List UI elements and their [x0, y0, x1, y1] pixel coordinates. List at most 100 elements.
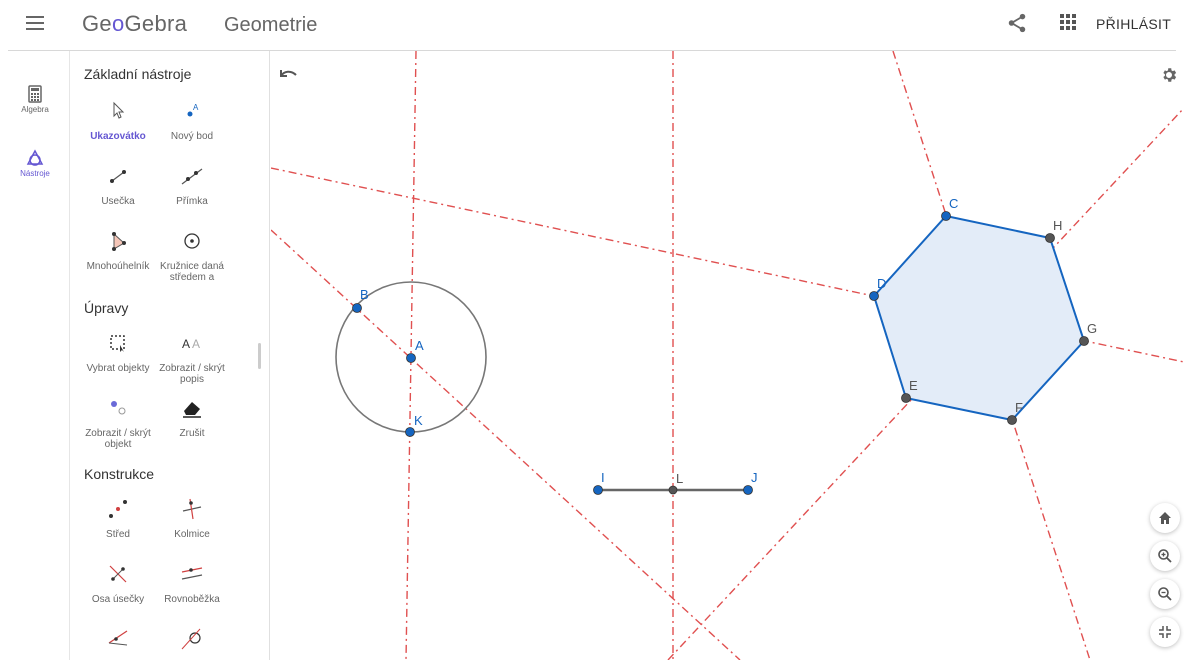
- new-point-icon: A: [187, 103, 199, 117]
- select-rect-icon: [110, 335, 125, 352]
- tool-perp-bisector[interactable]: Osa úsečky: [80, 562, 156, 605]
- tool-label: Střed: [106, 529, 130, 540]
- line-icon: [181, 168, 203, 185]
- home-button[interactable]: [1150, 503, 1180, 533]
- perp-bisector-icon: [109, 565, 127, 583]
- circle-center-icon: [184, 233, 200, 249]
- tool-label: Vybrat objekty: [86, 363, 150, 374]
- apps-grid-icon[interactable]: [1060, 14, 1076, 30]
- tools-scrollbar[interactable]: [258, 343, 261, 369]
- tools-icon: [26, 149, 44, 166]
- point-f[interactable]: [1007, 415, 1017, 425]
- tool-label: Usečka: [101, 196, 135, 207]
- tool-midpoint[interactable]: Střed: [80, 497, 156, 540]
- zoom-in-icon: [1158, 549, 1172, 563]
- tool-line[interactable]: Přímka: [154, 164, 230, 207]
- home-icon: [1159, 512, 1171, 524]
- label-a: A: [415, 338, 424, 353]
- label-g: G: [1087, 321, 1097, 336]
- tool-label: Rovnoběžka: [164, 594, 220, 605]
- share-icon[interactable]: [1006, 12, 1028, 34]
- tools-panel: Základní nástroje Ukazovátko A Nový bod …: [70, 51, 270, 660]
- tool-polygon[interactable]: Mnohoúhelník: [80, 229, 156, 272]
- point-i[interactable]: [593, 485, 603, 495]
- tool-label: Osa úsečky: [91, 594, 145, 605]
- point-a[interactable]: [406, 353, 416, 363]
- point-b[interactable]: [352, 303, 362, 313]
- graphics-view[interactable]: A B K I L J C D E F G H: [271, 51, 1184, 660]
- eraser-icon: [183, 402, 201, 418]
- label-e: E: [909, 378, 918, 393]
- zoom-out-button[interactable]: [1150, 579, 1180, 609]
- left-rail: Algebra Nástroje: [0, 51, 70, 660]
- svg-text:A: A: [193, 103, 199, 112]
- brand-logo: GeoGebra: [82, 11, 188, 36]
- line-through-b-a[interactable]: [271, 229, 741, 660]
- label-l: L: [676, 471, 683, 486]
- tool-label: Kružnice daná středem a: [160, 261, 224, 283]
- point-e[interactable]: [901, 393, 911, 403]
- tool-label: Nový bod: [170, 131, 214, 142]
- svg-text:A: A: [182, 337, 190, 351]
- tool-label: Zobrazit / skrýt objekt: [85, 428, 151, 450]
- parallel-icon: [181, 567, 203, 580]
- svg-text:A: A: [192, 337, 200, 351]
- tool-circle-center[interactable]: Kružnice daná středem a: [154, 229, 230, 283]
- tool-parallel[interactable]: Rovnoběžka: [154, 562, 230, 605]
- point-d[interactable]: [869, 291, 879, 301]
- perpendicular-icon: [182, 498, 202, 520]
- calculator-icon: [28, 85, 42, 103]
- point-k[interactable]: [405, 427, 415, 437]
- point-h[interactable]: [1045, 233, 1055, 243]
- gear-icon[interactable]: [1160, 66, 1178, 84]
- tool-label: Mnohoúhelník: [86, 261, 150, 272]
- graphics-svg: A B K I L J C D E F G H: [271, 51, 1184, 660]
- tool-segment[interactable]: Usečka: [80, 164, 156, 207]
- tool-select-objects[interactable]: Vybrat objekty: [80, 331, 156, 374]
- point-c[interactable]: [941, 211, 951, 221]
- signin-button[interactable]: PŘIHLÁSIT: [1096, 16, 1172, 32]
- midpoint-icon: [109, 500, 127, 518]
- exit-fullscreen-button[interactable]: [1150, 617, 1180, 647]
- zoom-in-button[interactable]: [1150, 541, 1180, 571]
- section-title-basic: Základní nástroje: [84, 66, 192, 82]
- section-title-edit: Úpravy: [84, 300, 129, 316]
- point-l[interactable]: [668, 485, 678, 495]
- segment-icon: [110, 170, 126, 183]
- label-b: B: [360, 287, 369, 302]
- section-title-construct: Konstrukce: [84, 466, 155, 482]
- hexagon-cdefgh[interactable]: [872, 214, 1086, 422]
- tool-pointer[interactable]: Ukazovátko: [80, 99, 156, 142]
- tool-new-point[interactable]: A Nový bod: [154, 99, 230, 142]
- header-divider: [8, 50, 1176, 51]
- label-d: D: [877, 276, 886, 291]
- rail-item-algebra[interactable]: Algebra: [0, 85, 70, 135]
- point-j[interactable]: [743, 485, 753, 495]
- header: GeoGebra Geometrie PŘIHLÁSIT: [0, 0, 1184, 50]
- tool-toggle-object[interactable]: Zobrazit / skrýt objekt: [80, 396, 156, 450]
- angle-bisector-icon: [108, 630, 128, 646]
- rail-item-label: Nástroje: [20, 169, 50, 178]
- undo-icon[interactable]: [278, 66, 298, 82]
- rail-item-tools[interactable]: Nástroje: [0, 149, 70, 199]
- app-title: Geometrie: [224, 14, 318, 36]
- line-vertical-ak[interactable]: [405, 51, 417, 660]
- exit-fullscreen-icon: [1159, 626, 1171, 638]
- polygon-icon: [112, 232, 126, 251]
- tool-label: Zrušit: [179, 428, 205, 439]
- tool-delete[interactable]: Zrušit: [154, 396, 230, 439]
- tool-perpendicular[interactable]: Kolmice: [154, 497, 230, 540]
- label-i: I: [601, 470, 605, 485]
- zoom-out-icon: [1158, 587, 1172, 601]
- show-hide-icon: [111, 401, 126, 415]
- menu-icon[interactable]: [26, 16, 44, 30]
- tool-tangent[interactable]: [154, 627, 230, 651]
- tool-angle-bisector[interactable]: [80, 627, 156, 651]
- point-g[interactable]: [1079, 336, 1089, 346]
- label-c: C: [949, 196, 958, 211]
- label-j: J: [751, 470, 758, 485]
- rail-item-label: Algebra: [21, 105, 49, 114]
